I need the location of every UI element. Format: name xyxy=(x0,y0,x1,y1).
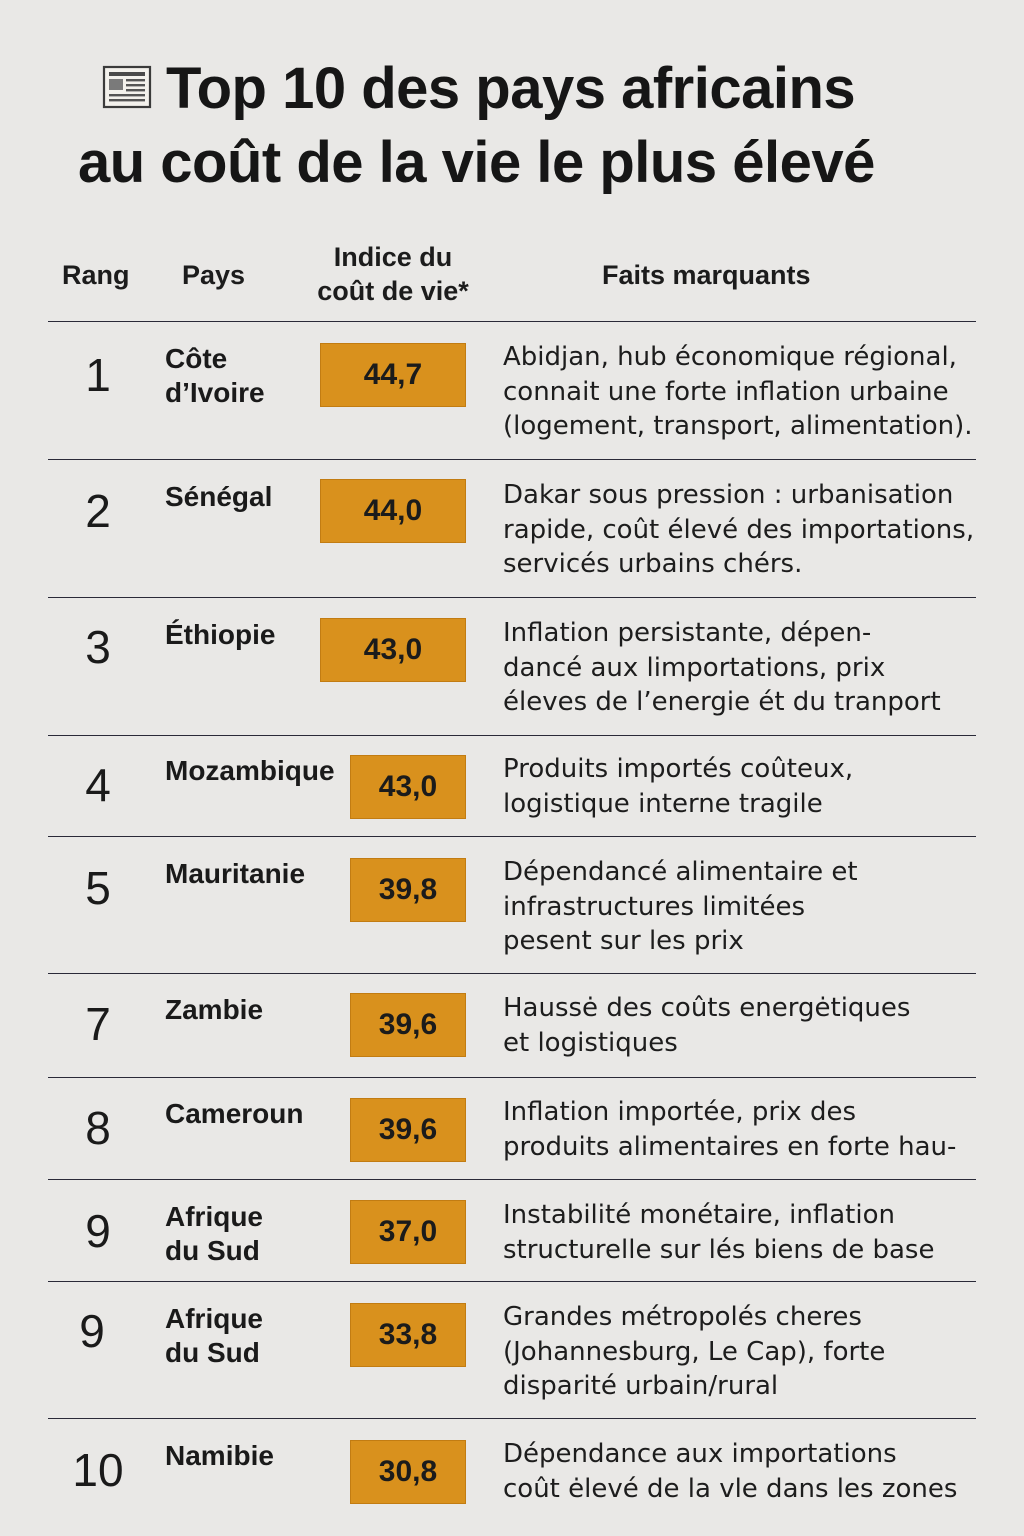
rank-number: 1 xyxy=(85,349,111,401)
highlights-text: Inflation importée, prix des produits al… xyxy=(503,1097,957,1162)
title-line-1: Top 10 des pays africains xyxy=(78,52,978,126)
title-line-2: au coût de la vie le plus élevé xyxy=(78,130,875,195)
index-badge: 37,0 xyxy=(350,1200,466,1264)
rank-number: 4 xyxy=(85,759,111,811)
country-name: Mauritanie xyxy=(165,858,306,889)
country-name: Éthiopie xyxy=(165,619,276,650)
rank-number: 9 xyxy=(85,1205,111,1257)
table-divider xyxy=(48,1418,976,1419)
highlights-text: Dépendancé alimentaire et infrastructure… xyxy=(503,857,858,956)
title-heading: Top 10 des pays africains au coût de la … xyxy=(78,52,978,200)
index-badge: 39,8 xyxy=(350,858,466,922)
country-name: Sénégal xyxy=(165,481,273,512)
index-badge: 44,7 xyxy=(320,343,466,407)
index-badge: 33,8 xyxy=(350,1303,466,1367)
rank-number: 8 xyxy=(85,1102,111,1154)
highlights-text: Dakar sous pression : urbanisation rapid… xyxy=(503,480,975,579)
index-badge: 43,0 xyxy=(320,618,466,682)
column-header-facts: Faits marquants xyxy=(602,260,811,290)
highlights-text: Haussė des coûts energėtiques et logisti… xyxy=(503,993,911,1058)
index-badge: 39,6 xyxy=(350,1098,466,1162)
index-badge: 30,8 xyxy=(350,1440,466,1504)
country-name: Afrique du Sud xyxy=(165,1303,263,1368)
table-divider xyxy=(48,321,976,322)
highlights-text: Instabilité monétaire, inflation structu… xyxy=(503,1200,935,1265)
rank-number: 3 xyxy=(85,621,111,673)
highlights-text: Dépendance aux importations coût ėlevé d… xyxy=(503,1439,958,1504)
country-name: Afrique du Sud xyxy=(165,1201,263,1266)
highlights-text: Abidjan, hub économique régional, connai… xyxy=(503,342,973,441)
country-name: Mozambique xyxy=(165,755,335,786)
table-divider xyxy=(48,1077,976,1078)
highlights-text: Grandes métropolés cheres (Johannesburg,… xyxy=(503,1302,886,1401)
rank-number: 10 xyxy=(72,1444,124,1496)
table-divider xyxy=(48,1281,976,1282)
page-title: Top 10 des pays africains au coût de la … xyxy=(78,52,978,200)
highlights-text: Inflation persistante, dépen- dancé aux … xyxy=(503,618,941,717)
column-header-country: Pays xyxy=(182,260,246,290)
index-badge: 44,0 xyxy=(320,479,466,543)
table-divider xyxy=(48,1179,976,1180)
table-divider xyxy=(48,459,976,460)
table-divider xyxy=(48,735,976,736)
title-line-1-text: Top 10 des pays africains xyxy=(166,56,856,121)
index-badge: 39,6 xyxy=(350,993,466,1057)
column-header-index: Indice du coût de vie* xyxy=(317,242,469,306)
table-divider xyxy=(48,836,976,837)
rank-number: 2 xyxy=(85,485,111,537)
country-name: Cameroun xyxy=(165,1098,304,1129)
highlights-text: Produits importés coûteux, logistique in… xyxy=(503,754,854,819)
newspaper-icon xyxy=(102,64,152,110)
column-header-rank: Rang xyxy=(62,260,130,290)
rank-number: 5 xyxy=(85,862,111,914)
rank-number: 7 xyxy=(85,998,111,1050)
index-badge: 43,0 xyxy=(350,755,466,819)
country-name: Zambie xyxy=(165,994,264,1025)
table-divider xyxy=(48,597,976,598)
rank-number: 9 xyxy=(79,1305,105,1357)
country-name: Côte d’Ivoire xyxy=(165,343,265,408)
table-divider xyxy=(48,973,976,974)
country-name: Namibie xyxy=(165,1440,274,1471)
